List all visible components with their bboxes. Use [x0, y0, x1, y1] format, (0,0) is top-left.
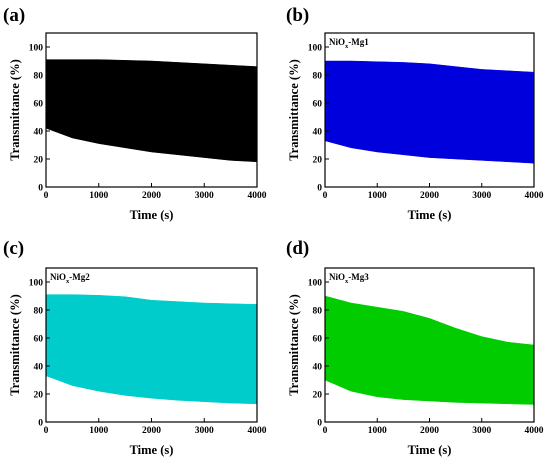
x-tick-label: 3000 [195, 426, 214, 436]
series-label: NiOx [50, 37, 70, 50]
y-tick-label: 40 [313, 128, 323, 138]
y-tick-label: 20 [313, 156, 323, 166]
y-tick-label: 0 [38, 184, 43, 194]
y-tick-label: 60 [34, 335, 44, 345]
y-tick-label: 80 [34, 307, 44, 317]
x-tick-label: 4000 [525, 191, 544, 201]
x-tick-label: 1000 [368, 191, 387, 201]
y-axis-label: Transmittance (%) [8, 59, 22, 160]
x-tick-label: 3000 [472, 426, 491, 436]
y-tick-label: 0 [317, 419, 322, 429]
x-tick-label: 2000 [142, 191, 161, 201]
chart-panel-3: 0 1000 2000 3000 4000 0 20 40 60 80 100 Time (s) Tra… [3, 238, 267, 457]
x-tick-label: 2000 [420, 426, 439, 436]
y-axis-label: Transmittance (%) [287, 59, 301, 160]
x-tick-label: 4000 [248, 191, 267, 201]
y-tick-label: 80 [313, 307, 323, 317]
y-tick-label: 60 [313, 335, 323, 345]
y-tick-label: 80 [34, 72, 44, 82]
series-label: NiOx-Mg2 [50, 272, 90, 285]
panel-letter: (b) [286, 5, 309, 26]
y-axis-label: Transmittance (%) [8, 294, 22, 395]
x-axis-label: Time (s) [130, 208, 174, 222]
y-tick-label: 40 [34, 363, 44, 373]
series-label: NiOx-Mg1 [329, 37, 369, 50]
x-tick-label: 0 [323, 426, 328, 436]
x-axis-label: Time (s) [130, 443, 174, 457]
chart-panel-2: 0 1000 2000 3000 4000 0 20 40 60 80 100 Time (s) Tra… [286, 5, 544, 222]
x-tick-label: 3000 [472, 191, 491, 201]
y-axis-label: Transmittance (%) [287, 294, 301, 395]
y-tick-label: 60 [34, 100, 44, 110]
y-tick-label: 20 [34, 156, 44, 166]
x-axis-label: Time (s) [408, 208, 452, 222]
x-tick-label: 0 [44, 191, 49, 201]
y-tick-label: 100 [29, 279, 44, 289]
x-tick-label: 2000 [420, 191, 439, 201]
data-band [324, 295, 535, 405]
series-label: NiOx-Mg3 [329, 272, 369, 285]
x-tick-label: 4000 [248, 426, 267, 436]
y-tick-label: 20 [313, 391, 323, 401]
x-tick-label: 1000 [89, 191, 108, 201]
y-tick-label: 100 [29, 44, 44, 54]
data-band [324, 60, 535, 164]
panel-letter: (a) [3, 5, 25, 26]
x-tick-label: 1000 [89, 426, 108, 436]
x-tick-label: 2000 [142, 426, 161, 436]
data-band [45, 294, 258, 405]
data-band [45, 59, 258, 163]
x-axis-label: Time (s) [408, 443, 452, 457]
x-tick-label: 4000 [525, 426, 544, 436]
y-tick-label: 60 [313, 100, 323, 110]
y-tick-label: 100 [308, 44, 323, 54]
chart-panel-4: 0 1000 2000 3000 4000 0 20 40 60 80 100 Time (s) Tra… [286, 238, 544, 457]
x-tick-label: 0 [44, 426, 49, 436]
chart-panel-1: 0 1000 2000 3000 4000 0 20 40 60 80 100 Time (s) Tra… [3, 5, 267, 222]
x-tick-label: 1000 [368, 426, 387, 436]
panel-letter: (d) [286, 238, 309, 259]
x-tick-label: 0 [323, 191, 328, 201]
panel-letter: (c) [3, 238, 24, 259]
y-tick-label: 40 [313, 363, 323, 373]
y-tick-label: 0 [317, 184, 322, 194]
x-tick-label: 3000 [195, 191, 214, 201]
y-tick-label: 20 [34, 391, 44, 401]
y-tick-label: 80 [313, 72, 323, 82]
y-tick-label: 0 [38, 419, 43, 429]
y-tick-label: 100 [308, 279, 323, 289]
y-tick-label: 40 [34, 128, 44, 138]
